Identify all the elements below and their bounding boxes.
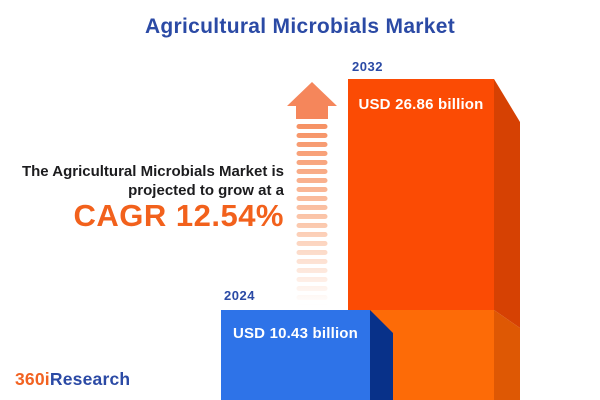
bar-2024-front-face — [221, 310, 370, 400]
brand-logo: 360iResearch — [15, 369, 130, 390]
growth-arrow-stripe — [296, 277, 328, 282]
growth-arrow-stripe — [296, 187, 328, 192]
bar-2032-value-label: USD 26.86 billion — [358, 96, 484, 113]
growth-arrow-head-icon — [287, 82, 337, 119]
growth-arrow-stripe — [296, 286, 328, 291]
bar-2032-side-face — [494, 79, 520, 328]
growth-arrow-stripe — [296, 295, 328, 300]
growth-arrow-stripe — [296, 169, 328, 174]
brand-logo-prefix: 360i — [15, 369, 50, 389]
growth-arrow-stripe — [296, 178, 328, 183]
growth-arrow-stripe — [296, 160, 328, 165]
growth-arrow-stripes — [296, 124, 328, 309]
page-title: Agricultural Microbials Market — [144, 15, 456, 38]
tagline-line-1: The Agricultural Microbials Market is — [21, 163, 284, 180]
growth-arrow-stripe — [296, 232, 328, 237]
growth-arrow-stripe — [296, 133, 328, 138]
growth-arrow-stripe — [296, 214, 328, 219]
bar-2024-year-label: 2024 — [224, 288, 255, 303]
bar-2024-value-label: USD 10.43 billion — [232, 325, 359, 342]
growth-arrow-stripe — [296, 124, 328, 129]
growth-arrow-stripe — [296, 304, 328, 309]
bar-2032-front-face — [348, 79, 494, 310]
growth-arrow-stripe — [296, 205, 328, 210]
bar-2032-year-label: 2032 — [352, 59, 383, 74]
growth-arrow-stripe — [296, 241, 328, 246]
growth-arrow-stripe — [296, 196, 328, 201]
growth-arrow-stripe — [296, 268, 328, 273]
tagline-line-2: projected to grow at a — [128, 182, 284, 199]
growth-arrow-stripe — [296, 259, 328, 264]
growth-arrow-stripe — [296, 223, 328, 228]
growth-arrow-stripe — [296, 250, 328, 255]
cagr-value: CAGR 12.54% — [73, 198, 284, 233]
growth-arrow-stripe — [296, 142, 328, 147]
brand-logo-suffix: Research — [49, 369, 131, 389]
bar-2032-base-side-face — [494, 310, 520, 400]
tagline: The Agricultural Microbials Market is pr… — [0, 162, 284, 233]
growth-arrow-stripe — [296, 151, 328, 156]
bar-2024-side-face — [370, 310, 393, 400]
